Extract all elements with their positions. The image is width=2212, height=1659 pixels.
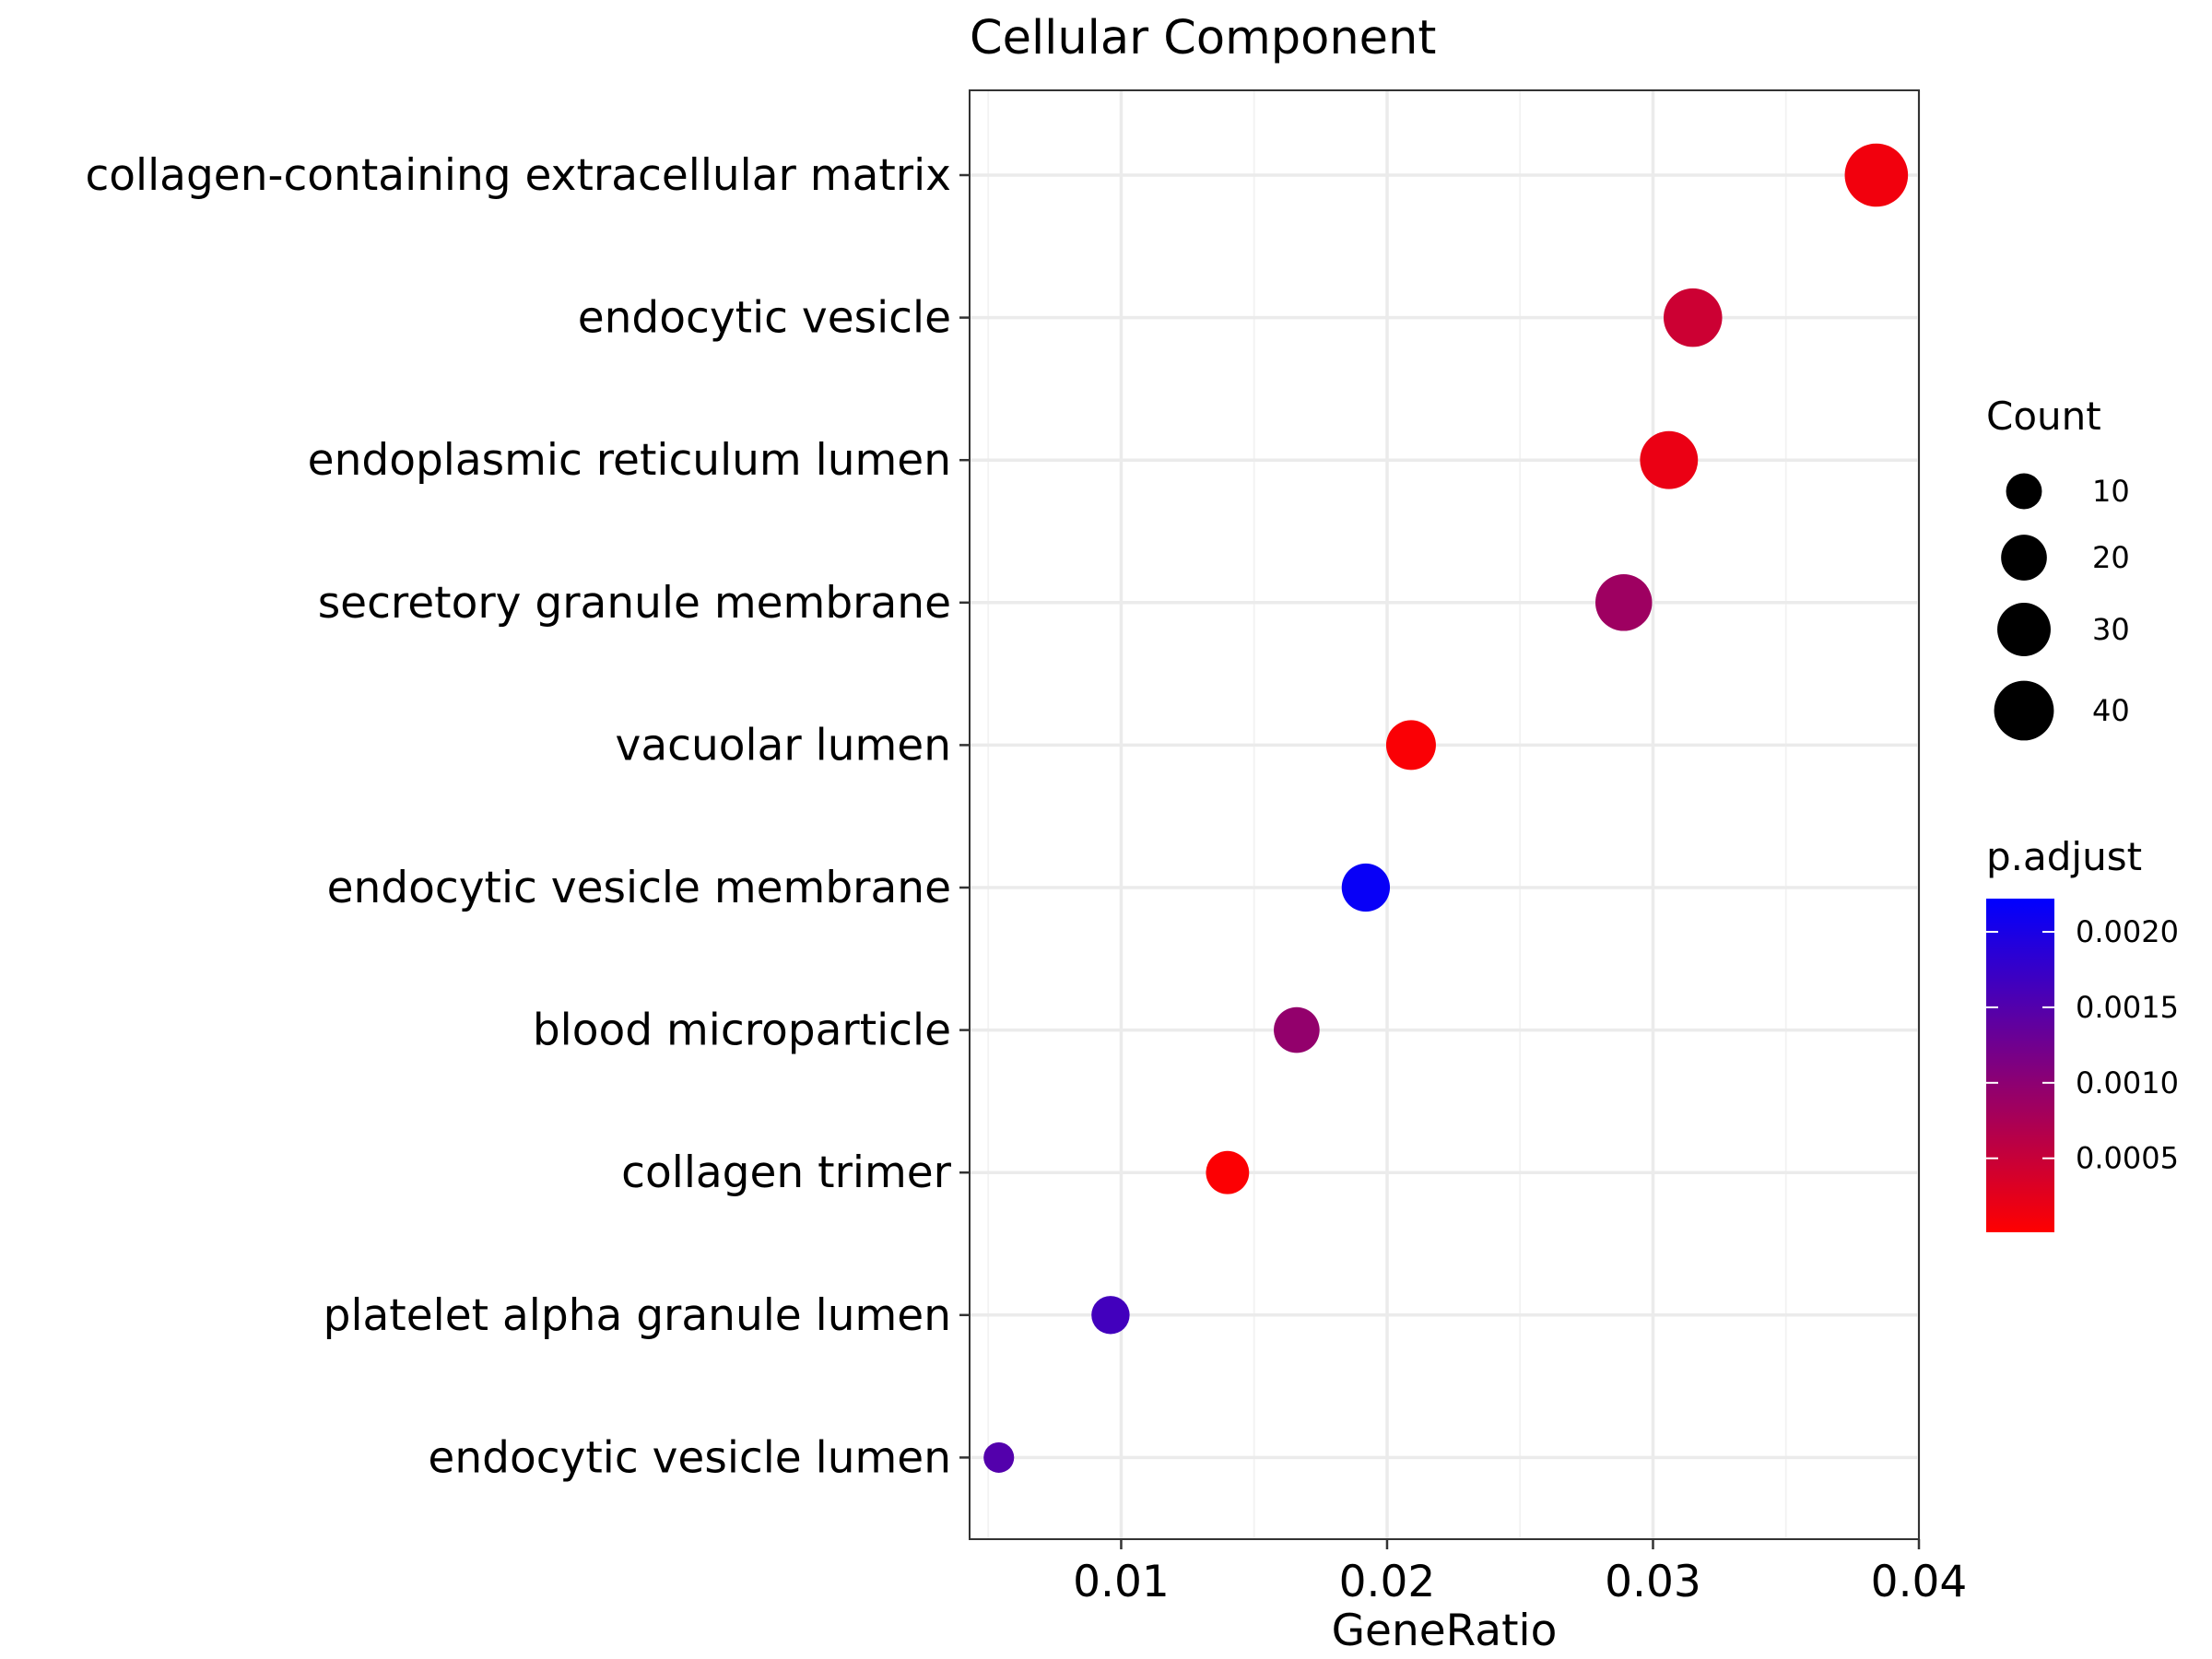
data-point bbox=[983, 1441, 1015, 1473]
count-legend-label: 20 bbox=[2092, 540, 2130, 575]
data-point bbox=[1091, 1296, 1130, 1335]
y-tick-label: vacuolar lumen bbox=[616, 720, 951, 771]
x-tick-label: 0.03 bbox=[1605, 1557, 1701, 1607]
count-legend-key bbox=[2001, 535, 2047, 581]
data-point bbox=[1206, 1150, 1250, 1194]
count-legend-key bbox=[1997, 603, 2051, 656]
p-adjust-legend-title: p.adjust bbox=[1986, 834, 2142, 879]
colorbar-tick-label: 0.0020 bbox=[2076, 914, 2179, 949]
y-tick-label: collagen trimer bbox=[621, 1147, 952, 1198]
plot-panel-border bbox=[969, 89, 1920, 1540]
data-point bbox=[1663, 288, 1723, 347]
y-tick-label: blood microparticle bbox=[533, 1006, 951, 1056]
data-point bbox=[1640, 430, 1699, 489]
y-tick-label: endocytic vesicle bbox=[578, 293, 951, 344]
data-point bbox=[1274, 1006, 1320, 1053]
colorbar-tick-label: 0.0010 bbox=[2076, 1065, 2179, 1100]
colorbar-tick-label: 0.0015 bbox=[2076, 990, 2179, 1025]
y-tick-label: secretory granule membrane bbox=[318, 578, 951, 629]
y-tick-label: endocytic vesicle membrane bbox=[327, 863, 951, 913]
y-axis: collagen-containing extracellular matrix… bbox=[85, 150, 970, 1483]
colorbar-tick-label: 0.0005 bbox=[2076, 1141, 2179, 1176]
count-legend: 10 20 30 40 bbox=[1994, 473, 2130, 741]
x-tick-label: 0.02 bbox=[1339, 1557, 1436, 1607]
x-axis-title: GeneRatio bbox=[1332, 1606, 1558, 1656]
data-points bbox=[983, 143, 1909, 1473]
p-adjust-legend-ticks: 0.0005 0.0010 0.0015 0.0020 bbox=[1986, 914, 2179, 1176]
y-tick-label: platelet alpha granule lumen bbox=[324, 1290, 951, 1341]
count-legend-label: 30 bbox=[2092, 612, 2130, 647]
data-point bbox=[1385, 720, 1436, 771]
y-tick-label: endoplasmic reticulum lumen bbox=[308, 435, 951, 486]
y-tick-label: endocytic vesicle lumen bbox=[428, 1432, 951, 1483]
x-tick-label: 0.01 bbox=[1073, 1557, 1170, 1607]
x-tick-label: 0.04 bbox=[1871, 1557, 1968, 1607]
data-point bbox=[1341, 863, 1391, 912]
count-legend-label: 10 bbox=[2092, 474, 2130, 509]
data-point bbox=[1594, 574, 1653, 631]
p-adjust-colorbar bbox=[1986, 899, 2054, 1232]
count-legend-key bbox=[1994, 680, 2054, 741]
data-point bbox=[1844, 143, 1909, 207]
count-legend-title: Count bbox=[1986, 394, 2101, 439]
minor-gridlines bbox=[987, 90, 1787, 1539]
major-gridlines bbox=[970, 90, 1921, 1539]
x-axis: 0.01 0.02 0.03 0.04 bbox=[1073, 1539, 1967, 1607]
count-legend-key bbox=[2006, 473, 2042, 510]
chart-title: Cellular Component bbox=[970, 11, 1436, 65]
y-tick-label: collagen-containing extracellular matrix bbox=[85, 150, 951, 201]
count-legend-label: 40 bbox=[2092, 693, 2130, 728]
